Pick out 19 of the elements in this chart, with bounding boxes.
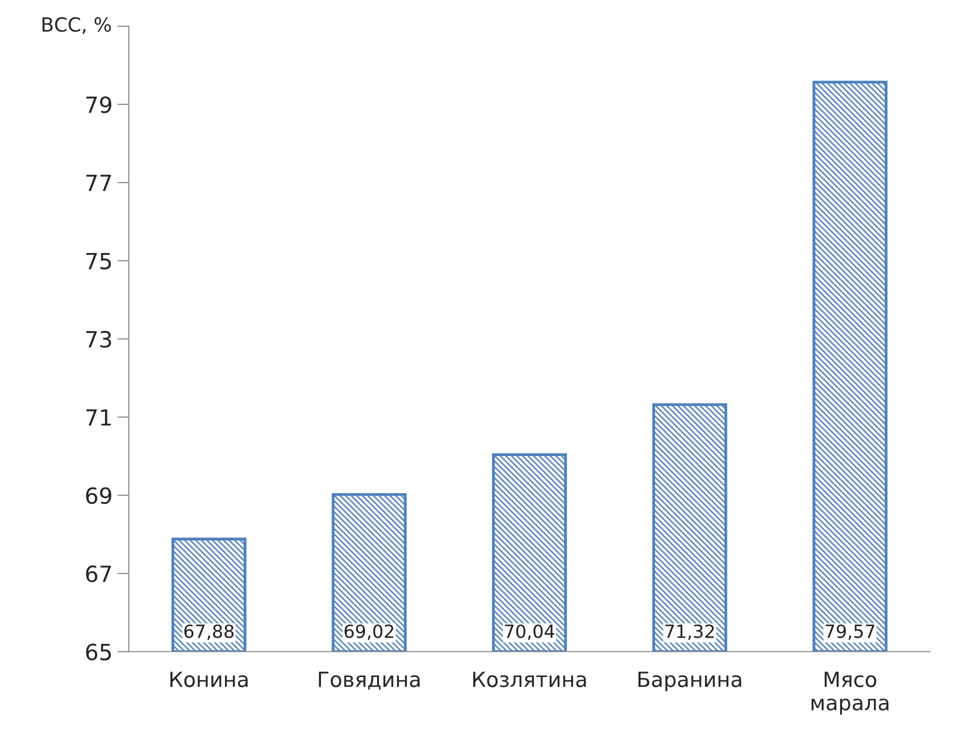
y-tick-label: 71	[86, 409, 111, 426]
x-tick-label: Конина	[170, 672, 248, 688]
data-label: 79,57	[826, 624, 874, 640]
x-tick-label: Козлятина	[473, 672, 586, 688]
y-tick-label: 73	[86, 330, 112, 348]
y-tick-label: 69	[86, 487, 112, 504]
data-label: 71,32	[665, 624, 714, 640]
x-tick-label: Говядина	[318, 672, 420, 690]
y-tick-label: 65	[86, 644, 111, 660]
y-tick-label: 75	[86, 252, 111, 270]
y-tick-label: 67	[86, 565, 111, 582]
y-tick-label: 77	[86, 174, 111, 192]
data-label: 70,04	[505, 624, 554, 640]
data-label: 67,88	[184, 624, 234, 640]
data-label: 69,02	[344, 624, 394, 640]
y-tick-label: 79	[86, 96, 112, 114]
x-tick-label: Мясо марала	[812, 672, 888, 715]
x-tick-label: Баранина	[638, 672, 742, 692]
y-axis-title: ВСС, %	[42, 17, 111, 34]
